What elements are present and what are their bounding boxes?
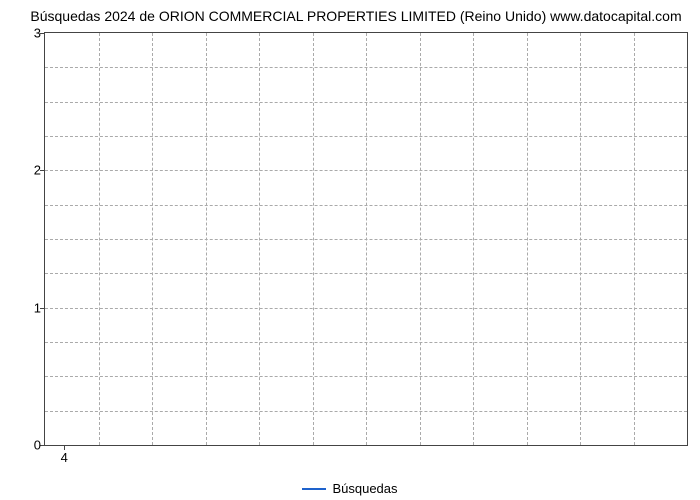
v-gridline xyxy=(152,33,153,445)
legend: Búsquedas xyxy=(0,481,700,496)
y-tick-label: 1 xyxy=(23,300,41,315)
x-tick-label: 4 xyxy=(61,450,68,465)
v-gridline xyxy=(313,33,314,445)
chart-container: Búsquedas 2024 de ORION COMMERCIAL PROPE… xyxy=(20,8,692,470)
chart-title: Búsquedas 2024 de ORION COMMERCIAL PROPE… xyxy=(20,8,692,24)
v-gridline xyxy=(259,33,260,445)
v-gridline xyxy=(473,33,474,445)
y-tick-label: 2 xyxy=(23,163,41,178)
plot-area: 01234 xyxy=(44,32,688,446)
v-gridline xyxy=(634,33,635,445)
v-gridline xyxy=(580,33,581,445)
y-tick-label: 0 xyxy=(23,438,41,453)
v-gridline xyxy=(366,33,367,445)
y-tick-label: 3 xyxy=(23,26,41,41)
v-gridline xyxy=(206,33,207,445)
legend-line-icon xyxy=(302,488,326,490)
v-gridline xyxy=(420,33,421,445)
v-gridline xyxy=(527,33,528,445)
legend-label: Búsquedas xyxy=(332,481,397,496)
v-gridline xyxy=(99,33,100,445)
